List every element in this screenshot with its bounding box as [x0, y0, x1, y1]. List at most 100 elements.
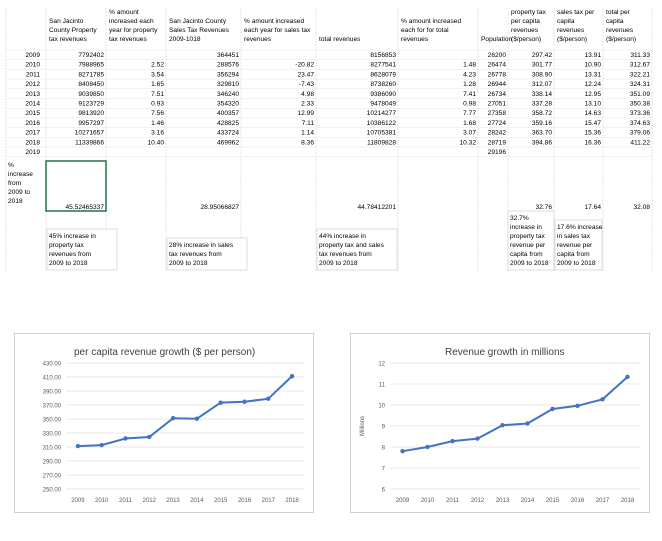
column-header-4: each year for sales tax [244, 27, 311, 34]
data-point [194, 416, 200, 421]
table-cell: 4.23 [463, 71, 476, 78]
table-cell: 26944 [488, 81, 507, 88]
column-header-3: Sales Tax Revenues [169, 27, 230, 34]
column-header-9: ($/person) [557, 36, 587, 43]
note-pc-property: capita from [510, 251, 543, 258]
table-cell: 8.36 [301, 139, 314, 146]
column-header-3: 2009-1018 [169, 36, 201, 43]
data-point [400, 449, 405, 454]
x-tick-label: 2017 [262, 498, 276, 504]
column-header-2: increased each [109, 18, 154, 25]
note-sales-box [166, 237, 248, 271]
table-cell: 433724 [217, 130, 239, 137]
table-cell: 10.32 [459, 139, 476, 146]
revenue-chart[interactable]: Revenue growth in millions 6 7 8 9 10 11 12 Mill… [350, 333, 650, 513]
note-pc-sales: 2009 to 2018 [557, 260, 596, 267]
spreadsheet[interactable]: San Jacinto County Property tax revenues % … [0, 0, 662, 275]
note-property: property tax [49, 242, 85, 249]
row-year: 2019 [25, 149, 40, 156]
note-pc-sales: 17.6% increase [557, 224, 603, 231]
column-header-6: % amount increased [401, 18, 461, 25]
note-pc-sales: revenue per [557, 242, 593, 249]
table-cell: 10705381 [367, 130, 397, 137]
column-header-1: County Property [49, 27, 97, 34]
table-cell: 364451 [217, 52, 239, 59]
table-cell: 27724 [488, 120, 507, 127]
table-cell: 10.40 [147, 139, 164, 146]
column-header-4: revenues [244, 36, 272, 43]
column-header-10: capita [606, 18, 624, 25]
table-cell: 308.90 [532, 71, 553, 78]
per-capita-chart[interactable]: per capita revenue growth ($ per person)… [14, 333, 314, 513]
table-cell: 288576 [217, 62, 239, 69]
y-tick-label: 430.00 [43, 362, 62, 368]
pct-sales-value: 28.95066827 [200, 204, 239, 211]
row-year: 2014 [25, 101, 40, 108]
y-tick-label: 350.00 [43, 418, 62, 424]
table-cell: 311.33 [630, 52, 650, 59]
row-year: 2009 [25, 52, 40, 59]
note-total: tax revenues from [319, 251, 372, 258]
x-tick-label: 2013 [496, 498, 510, 504]
note-pc-property-box [507, 210, 555, 271]
table-cell: 26474 [488, 62, 507, 69]
table-cell: 7.41 [463, 91, 476, 98]
series-line [402, 376, 629, 453]
table-cell: 3.07 [463, 130, 476, 137]
y-tick-label: 12 [378, 362, 385, 368]
table-cell: 358.72 [532, 110, 553, 117]
table-cell: 1.65 [151, 81, 164, 88]
row-year: 2017 [25, 130, 40, 137]
column-header-8: per capita [511, 18, 540, 25]
table-cell: 373.36 [630, 110, 651, 117]
table-cell: 11809828 [367, 139, 396, 146]
x-tick-label: 2014 [521, 498, 535, 504]
x-tick-label: 2017 [596, 498, 610, 504]
pct-increase-label: from [8, 180, 22, 187]
y-tick-label: 290.00 [43, 460, 62, 466]
table-cell: -20.82 [295, 62, 314, 69]
y-tick-label: 390.00 [43, 390, 62, 396]
note-property: 2009 to 2018 [49, 260, 88, 267]
column-header-6: revenues [401, 36, 429, 43]
x-tick-label: 2014 [190, 498, 204, 504]
column-header-6: each for for total [401, 27, 449, 34]
table-cell: 10.90 [584, 62, 601, 69]
table-cell: 329810 [217, 81, 239, 88]
row-year: 2012 [25, 81, 40, 88]
table-cell: 26778 [488, 71, 507, 78]
data-point [575, 403, 580, 409]
note-sales: 2009 to 2018 [169, 260, 208, 267]
data-point [75, 443, 81, 449]
note-pc-sales-box [554, 219, 603, 271]
data-point [170, 416, 176, 421]
data-point [600, 397, 605, 402]
note-property-box [46, 228, 118, 271]
pct-pc-sales-value: 17.64 [584, 204, 601, 211]
x-tick-label: 2016 [238, 498, 252, 504]
table-cell: 337.28 [532, 101, 553, 108]
note-total: 44% increase in [319, 233, 366, 240]
table-cell: 394.86 [532, 139, 553, 146]
table-cell: 7988965 [78, 62, 104, 69]
table-cell: 3.16 [151, 130, 164, 137]
chart-area [350, 333, 650, 513]
table-cell: 1.68 [463, 120, 476, 127]
data-point [525, 421, 530, 426]
table-cell: 8271785 [78, 71, 104, 78]
x-tick-label: 2012 [143, 498, 157, 504]
column-header-8: property tax [511, 9, 547, 16]
column-header-9: capita [557, 18, 575, 25]
table-cell: 297.42 [532, 52, 553, 59]
table-cell: 15.36 [584, 130, 601, 137]
per-capita-chart-svg: per capita revenue growth ($ per person)… [14, 333, 314, 513]
table-cell: 9123729 [78, 101, 104, 108]
x-tick-label: 2012 [471, 498, 485, 504]
table-cell: 13.91 [584, 52, 601, 59]
table-cell: 359.16 [532, 120, 553, 127]
pct-pc-total-value: 32.08 [633, 204, 650, 211]
row-year: 2011 [26, 71, 41, 78]
data-point [425, 444, 430, 450]
column-header-5: total revenues [319, 36, 361, 43]
table-cell: 13.31 [584, 71, 601, 78]
